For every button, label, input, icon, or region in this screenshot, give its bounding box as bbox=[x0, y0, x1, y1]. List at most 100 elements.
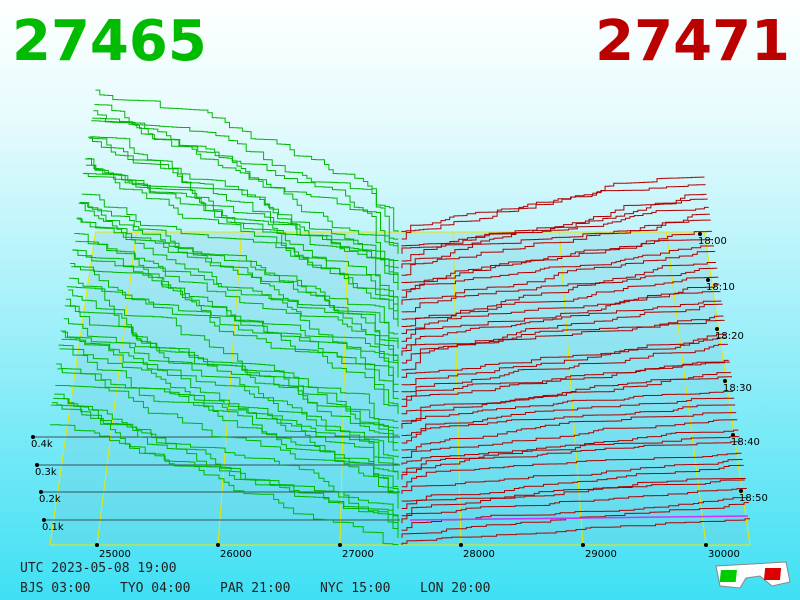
time-label: 18:50 bbox=[739, 493, 768, 504]
bid-curve bbox=[59, 348, 399, 480]
ask-curve bbox=[401, 441, 741, 480]
front-marker-line bbox=[409, 515, 749, 521]
price-label: 26000 bbox=[220, 549, 252, 560]
ask-curve bbox=[401, 459, 743, 495]
ask-price: 27471 bbox=[595, 9, 790, 74]
bid-curve bbox=[79, 202, 399, 342]
price-label: 29000 bbox=[585, 549, 617, 560]
time-tick bbox=[739, 489, 743, 493]
price-grid-line bbox=[558, 231, 584, 546]
volume-label: 0.3k bbox=[35, 467, 57, 478]
ask-curve bbox=[401, 239, 713, 291]
bid-curve bbox=[61, 338, 399, 465]
bid-price: 27465 bbox=[12, 9, 207, 74]
bid-curve bbox=[73, 249, 399, 385]
ask-curve bbox=[401, 390, 734, 429]
time-label: 18:40 bbox=[731, 437, 760, 448]
city-clock: NYC 15:00 bbox=[320, 581, 390, 596]
volume-tick bbox=[35, 463, 39, 467]
time-tick bbox=[706, 278, 710, 282]
time-tick bbox=[731, 433, 735, 437]
ask-curve bbox=[401, 219, 711, 276]
bid-curve bbox=[56, 363, 399, 502]
bid-curve bbox=[84, 158, 399, 305]
ask-curve bbox=[401, 251, 716, 305]
bid-curve bbox=[81, 193, 399, 327]
depth-curves bbox=[50, 89, 750, 546]
ask-curve bbox=[401, 333, 726, 378]
bid-curve bbox=[62, 331, 399, 458]
price-grid-line bbox=[217, 231, 243, 546]
ask-curve bbox=[401, 276, 719, 327]
bid-curve bbox=[94, 104, 399, 240]
ask-curve bbox=[401, 464, 744, 502]
ask-curve bbox=[401, 429, 739, 465]
volume-tick bbox=[42, 518, 46, 522]
bid-curve bbox=[54, 393, 399, 516]
volume-label: 0.1k bbox=[42, 522, 64, 533]
ask-curve bbox=[401, 518, 750, 545]
bid-curve bbox=[51, 404, 399, 538]
bid-curve bbox=[52, 402, 399, 531]
ask-curve bbox=[401, 436, 740, 473]
time-tick bbox=[698, 232, 702, 236]
bid-curve bbox=[82, 172, 399, 320]
bid-curve bbox=[74, 233, 399, 378]
price-label: 28000 bbox=[463, 549, 495, 560]
bid-curve bbox=[70, 263, 399, 407]
utc-time: UTC 2023-05-08 19:00 bbox=[20, 561, 177, 576]
volume-label: 0.2k bbox=[39, 494, 61, 505]
volume-label: 0.4k bbox=[31, 439, 53, 450]
price-tick bbox=[459, 543, 463, 547]
bid-curve bbox=[75, 240, 399, 371]
ask-curve bbox=[401, 213, 710, 269]
bid-curve bbox=[71, 266, 399, 400]
ask-curve bbox=[401, 376, 732, 422]
price-tick bbox=[95, 543, 99, 547]
time-label: 18:20 bbox=[715, 331, 744, 342]
city-clock: LON 20:00 bbox=[420, 581, 490, 596]
ask-curve bbox=[401, 488, 747, 524]
bid-curve bbox=[91, 120, 399, 262]
ask-curve bbox=[401, 452, 742, 488]
ask-curve bbox=[401, 184, 706, 240]
bid-curve bbox=[68, 289, 399, 422]
bid-curve bbox=[65, 298, 399, 436]
ask-curve bbox=[401, 361, 730, 407]
ask-curve bbox=[401, 412, 737, 451]
ask-curve bbox=[401, 245, 714, 298]
ask-curve bbox=[401, 262, 717, 313]
ask-curve bbox=[401, 198, 708, 254]
volume-tick bbox=[31, 435, 35, 439]
time-tick bbox=[715, 327, 719, 331]
volume-tick bbox=[39, 490, 43, 494]
bid-curve bbox=[89, 137, 399, 276]
bid-curve bbox=[72, 249, 399, 393]
bid-curve bbox=[55, 385, 399, 509]
price-label: 25000 bbox=[99, 549, 131, 560]
bid-curve bbox=[95, 89, 399, 232]
bid-curve bbox=[87, 158, 399, 291]
time-label: 18:00 bbox=[698, 236, 727, 247]
time-label: 18:30 bbox=[723, 383, 752, 394]
ask-curve bbox=[401, 319, 725, 371]
city-clock: TYO 04:00 bbox=[120, 581, 190, 596]
ask-curve bbox=[401, 397, 735, 436]
time-label: 18:10 bbox=[706, 282, 735, 293]
ask-curve bbox=[401, 283, 720, 334]
bid-curve bbox=[64, 305, 399, 444]
price-label: 27000 bbox=[342, 549, 374, 560]
price-grid-line bbox=[96, 231, 137, 546]
price-grid-line bbox=[665, 231, 707, 546]
bid-curve bbox=[53, 397, 399, 524]
bid-curve bbox=[83, 173, 399, 313]
ask-curve bbox=[401, 419, 738, 459]
ask-curve bbox=[401, 404, 736, 444]
bid-curve bbox=[69, 277, 399, 414]
ask-curve bbox=[401, 479, 745, 509]
bid-curve bbox=[78, 202, 399, 349]
ask-curve bbox=[401, 343, 728, 393]
city-clock: PAR 21:00 bbox=[220, 581, 290, 596]
3d-glasses-icon bbox=[715, 561, 791, 589]
